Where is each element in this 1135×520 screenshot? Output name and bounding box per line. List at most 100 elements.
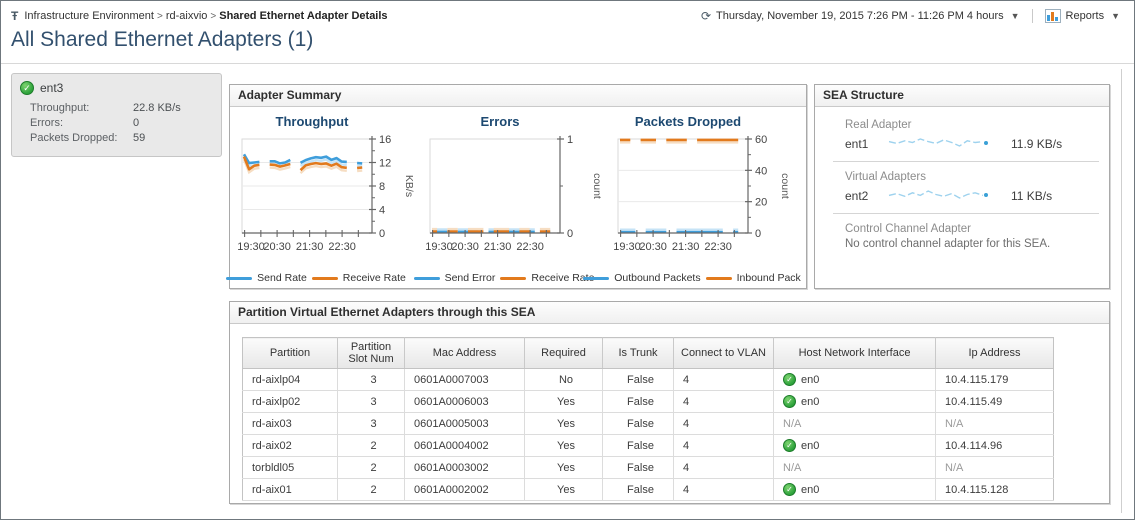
svg-text:count: count: [779, 173, 791, 199]
svg-text:12: 12: [379, 158, 391, 170]
breadcrumb-item[interactable]: Infrastructure Environment: [24, 10, 154, 22]
column-header-ip-address[interactable]: Ip Address: [935, 337, 1054, 369]
svg-text:4: 4: [379, 205, 385, 217]
sea-adapter-sparkline: [887, 186, 1005, 205]
svg-text:8: 8: [379, 181, 385, 193]
slot-cell: 3: [337, 368, 405, 391]
is-trunk-cell: False: [602, 478, 674, 501]
slot-cell: 3: [337, 412, 405, 435]
table-row[interactable]: rd-aix02 2 0601A0004002 Yes False 4 ✓ en0 10.4.1…: [242, 434, 1054, 457]
sea-divider: [833, 213, 1099, 214]
partition-cell: rd-aixlp04: [242, 368, 338, 391]
sea-section-label: Real Adapter: [845, 119, 912, 131]
legend-label: Receive Rate: [531, 272, 595, 284]
partition-cell: torbldl05: [242, 456, 338, 479]
legend-label: Send Rate: [257, 272, 307, 284]
check-circle-icon: ✓: [783, 439, 796, 452]
column-header-host-network-interface[interactable]: Host Network Interface: [773, 337, 936, 369]
ip-cell: N/A: [935, 412, 1054, 435]
chart-errors: Errors 0 1 count 19:30 20:30 21:30 22:30 Send Er…: [413, 111, 612, 284]
table-row[interactable]: rd-aixlp02 3 0601A0006003 Yes False 4 ✓ en0 10.4…: [242, 390, 1054, 413]
chevron-down-icon: ▼: [1111, 11, 1120, 21]
legend-label: Outbound Packets: [614, 272, 701, 284]
toolbar-separator: [1031, 9, 1033, 23]
time-range-selector[interactable]: ⟳ Thursday, November 19, 2015 7:26 PM - …: [701, 9, 1020, 23]
table-row[interactable]: rd-aix01 2 0601A0002002 Yes False 4 ✓ en0 10.4.1…: [242, 478, 1054, 501]
adapter-stat-value: 59: [133, 131, 146, 144]
top-bar: Ŧ Infrastructure Environment > rd-aixvio > S…: [11, 7, 1120, 25]
partition-cell: rd-aix01: [242, 478, 338, 501]
host-interface-cell: N/A: [773, 456, 936, 479]
breadcrumb-item: Shared Ethernet Adapter Details: [219, 10, 388, 22]
svg-text:16: 16: [379, 134, 391, 146]
vlan-cell: 4: [673, 434, 774, 457]
host-interface-value: ✓ en0: [783, 439, 931, 452]
ip-cell: 10.4.115.49: [935, 390, 1054, 413]
svg-text:22:30: 22:30: [704, 241, 732, 253]
chart-title: Packets Dropped: [634, 114, 742, 129]
chart-legend: Send Error Receive Rate: [413, 272, 595, 284]
host-interface-cell: N/A: [773, 412, 936, 435]
host-interface-name: en0: [801, 373, 820, 386]
required-cell: No: [524, 368, 603, 391]
chart-throughput: Throughput 0 4 8 12 16 KB/s 19:30 20:30 21:30 22:3…: [226, 111, 424, 284]
host-interface-value: ✓ en0: [783, 395, 931, 408]
is-trunk-cell: False: [602, 368, 674, 391]
svg-text:0: 0: [379, 228, 385, 240]
adapter-name: ent3: [40, 81, 64, 95]
sea-adapter-row[interactable]: ent1 11.9 KB/s: [845, 134, 1099, 153]
clock-icon: ⟳: [700, 9, 712, 23]
required-cell: Yes: [524, 456, 603, 479]
ip-cell: 10.4.115.179: [935, 368, 1054, 391]
svg-text:19:30: 19:30: [237, 241, 265, 253]
host-interface-value: ✓ en0: [783, 373, 931, 386]
check-circle-icon: ✓: [783, 483, 796, 496]
breadcrumb-item[interactable]: rd-aixvio: [165, 10, 208, 22]
chart-title: Errors: [480, 114, 520, 129]
legend-swatch: [583, 276, 610, 280]
host-interface-cell: ✓ en0: [773, 478, 936, 501]
column-header-connect-to-vlan[interactable]: Connect to VLAN: [673, 337, 774, 369]
breadcrumb-items: Infrastructure Environment > rd-aixvio > Sha…: [24, 10, 387, 22]
column-header-required[interactable]: Required: [524, 337, 603, 369]
sea-structure-body: Real Adapter ent1 11.9 KB/s Virtual Adapter…: [815, 107, 1109, 250]
svg-text:22:30: 22:30: [328, 241, 356, 253]
report-chart-icon: [1044, 9, 1061, 23]
column-header-mac-address[interactable]: Mac Address: [404, 337, 525, 369]
column-header-is-trunk[interactable]: Is Trunk: [602, 337, 674, 369]
mac-cell: 0601A0007003: [404, 368, 525, 391]
column-header-partition-slot-num[interactable]: Partition Slot Num: [337, 337, 405, 369]
sea-adapter-value: 11.9 KB/s: [1011, 136, 1063, 151]
svg-text:19:30: 19:30: [425, 241, 453, 253]
partition-table-head: Partition Partition Slot Num Mac Address Re…: [242, 337, 1054, 369]
sea-adapter-value: 11 KB/s: [1011, 188, 1053, 203]
adapter-card-ent3[interactable]: ✓ ent3 Throughput: 22.8 KB/s Errors: 0 Packe…: [11, 73, 222, 157]
vlan-cell: 4: [673, 478, 774, 501]
is-trunk-cell: False: [602, 412, 674, 435]
column-header-partition[interactable]: Partition: [242, 337, 338, 369]
vlan-cell: 4: [673, 412, 774, 435]
sparkline-icon: [888, 138, 988, 147]
vlan-cell: 4: [673, 456, 774, 479]
table-row[interactable]: rd-aix03 3 0601A0005003 Yes False 4 N/A N/A: [242, 412, 1054, 435]
legend-swatch: [226, 276, 253, 280]
reports-menu-button[interactable]: Reports ▼: [1044, 9, 1120, 23]
svg-text:1: 1: [567, 134, 573, 146]
legend-label: Inbound Pack: [736, 272, 801, 284]
sea-structure-title: SEA Structure: [815, 85, 1109, 107]
chart-legend: Send Rate Receive Rate: [226, 272, 406, 284]
ip-cell: 10.4.114.96: [935, 434, 1054, 457]
svg-text:0: 0: [755, 228, 761, 240]
host-interface-name: en0: [801, 395, 820, 408]
sea-section-label: Control Channel Adapter: [845, 223, 971, 235]
sea-adapter-row[interactable]: ent2 11 KB/s: [845, 186, 1099, 205]
chart-packets-dropped: Packets Dropped 0 20 40 60 count 19:30 20:30 21:…: [583, 111, 801, 284]
adapter-stat-row: Errors: 0: [20, 115, 213, 130]
svg-text:21:30: 21:30: [296, 241, 324, 253]
svg-text:19:30: 19:30: [613, 241, 641, 253]
table-row[interactable]: rd-aixlp04 3 0601A0007003 No False 4 ✓ en0 10.4.…: [242, 368, 1054, 391]
table-row[interactable]: torbldl05 2 0601A0003002 Yes False 4 N/A N/A: [242, 456, 1054, 479]
svg-text:20: 20: [755, 197, 767, 209]
ip-cell: N/A: [935, 456, 1054, 479]
